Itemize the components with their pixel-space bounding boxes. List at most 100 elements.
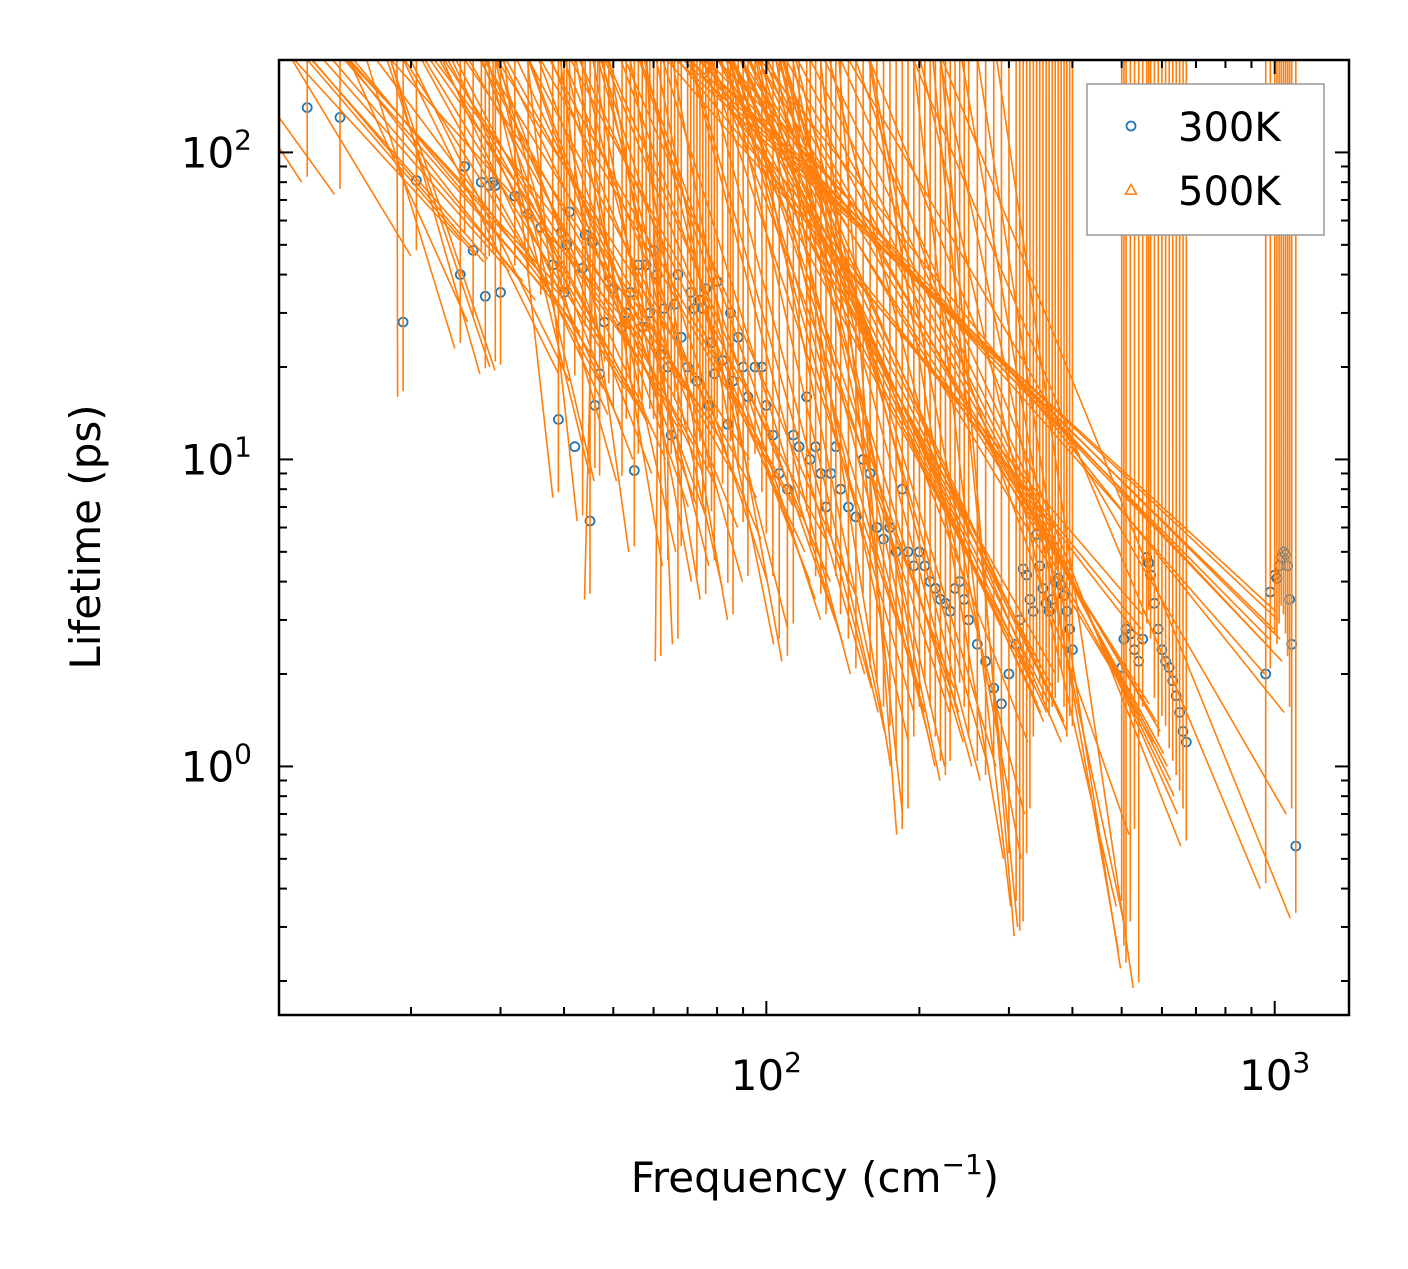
data-point-500K <box>749 60 1071 722</box>
y-tick-label-exponent: 1 <box>234 430 252 463</box>
data-point-500K <box>403 60 606 368</box>
data-point-500K <box>725 60 1272 675</box>
data-point-500K <box>420 60 610 390</box>
data-point-500K <box>665 60 1150 617</box>
legend-label-500K: 500K <box>1178 169 1282 215</box>
legend-marker-500K <box>1124 182 1138 195</box>
data-points-layer <box>279 60 1302 989</box>
plot-frame <box>277 58 1351 1017</box>
data-point-500K <box>496 60 756 460</box>
x-tick-label-base: 10 <box>1239 1051 1292 1100</box>
data-point-500K <box>386 60 497 368</box>
data-point-500K <box>671 60 789 662</box>
y-tick-label-base: 10 <box>181 742 234 791</box>
data-point-500K <box>528 60 704 508</box>
data-point-500K <box>731 60 1044 705</box>
data-point-500K <box>823 60 1181 797</box>
data-point-500K <box>828 60 1031 815</box>
legend: 300K 500K <box>1086 83 1325 236</box>
legend-box <box>1086 83 1325 236</box>
data-point-500K <box>601 60 729 589</box>
data-point-500K <box>747 60 1144 713</box>
data-point-500K <box>505 60 739 474</box>
x-tick-label-exponent: 3 <box>1293 1046 1311 1079</box>
data-point-500K <box>638 60 827 621</box>
data-point-500K <box>564 60 683 553</box>
data-point-300K <box>569 441 581 453</box>
data-point-500K <box>696 60 1276 640</box>
data-point-500K <box>479 60 701 448</box>
y-axis-label: Lifetime (ps) <box>61 404 110 669</box>
y-tick-label-exponent: 2 <box>234 123 252 156</box>
data-point-500K <box>754 60 915 743</box>
data-point-500K <box>597 60 749 582</box>
data-point-500K <box>527 60 695 508</box>
y-tick-label-base: 10 <box>181 128 234 177</box>
data-point-500K <box>759 60 1291 713</box>
data-point-500K <box>424 60 632 390</box>
data-point-500K <box>646 60 679 645</box>
data-point-500K <box>774 60 1160 743</box>
x-tick-label: 103 <box>1239 1046 1310 1100</box>
data-point-500K <box>743 60 891 732</box>
data-point-500K <box>705 60 1278 651</box>
data-point-500K <box>537 60 713 518</box>
x-axis-label-main: Frequency (cm <box>631 1153 942 1202</box>
data-point-500K <box>306 60 483 257</box>
data-point-500K <box>912 60 1017 907</box>
data-point-500K <box>796 60 1174 767</box>
data-point-500K <box>716 60 1289 662</box>
data-point-500K <box>528 60 763 499</box>
data-point-500K <box>697 60 1287 640</box>
data-point-500K <box>279 60 309 183</box>
data-point-500K <box>732 60 1057 705</box>
data-point-500K <box>279 60 341 195</box>
data-point-500K <box>396 60 404 397</box>
x-tick-label-exponent: 2 <box>784 1046 802 1079</box>
data-point-500K <box>809 60 1178 781</box>
data-point-500K <box>839 60 1184 815</box>
data-point-500K <box>707 60 926 689</box>
data-point-500K <box>740 60 1156 705</box>
data-point-500K <box>758 60 1074 732</box>
data-point-500K <box>639 60 842 621</box>
data-point-500K <box>707 60 1062 675</box>
data-point-500K <box>747 60 1050 722</box>
data-point-500K <box>718 60 1060 689</box>
data-point-500K <box>599 60 774 582</box>
data-point-500K <box>995 60 1140 989</box>
data-point-500K <box>583 60 599 600</box>
data-point-500K <box>620 60 822 600</box>
data-point-500K <box>346 60 542 301</box>
data-point-500K <box>868 60 1010 859</box>
data-point-500K <box>629 60 734 621</box>
data-point-500K <box>375 60 586 333</box>
y-tick-label: 102 <box>181 123 252 177</box>
legend-marker-300K <box>1125 120 1137 132</box>
data-point-500K <box>941 60 1297 919</box>
data-point-500K <box>731 60 956 713</box>
data-point-500K <box>940 60 1021 937</box>
data-point-500K <box>689 60 1152 645</box>
data-point-500K <box>389 60 487 375</box>
data-point-500K <box>759 60 970 743</box>
data-point-500K <box>483 60 732 448</box>
data-point-500K <box>562 60 768 540</box>
data-point-500K <box>729 60 931 713</box>
data-point-500K <box>526 60 584 522</box>
data-point-500K <box>592 60 698 582</box>
data-point-500K <box>348 60 568 297</box>
data-point-500K <box>703 60 878 689</box>
data-point-500K <box>932 60 1024 928</box>
x-axis-label-suffix: ) <box>983 1153 999 1202</box>
x-axis-label: Frequency (cm−1) <box>631 1148 999 1202</box>
data-point-500K <box>516 60 724 490</box>
data-point-500K <box>847 60 1293 815</box>
y-tick-label-exponent: 0 <box>234 737 252 770</box>
data-point-500K <box>938 60 1132 928</box>
data-point-500K <box>310 60 494 260</box>
x-tick-label-base: 10 <box>731 1051 784 1100</box>
